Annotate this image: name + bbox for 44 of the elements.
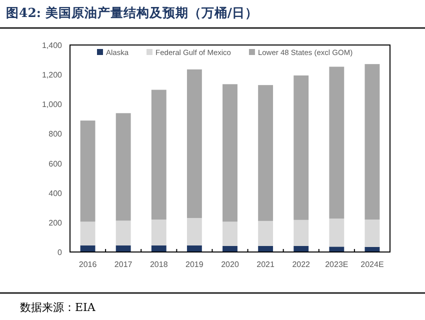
bar	[186, 245, 202, 252]
bar	[364, 64, 380, 220]
y-tick-label: 0	[58, 248, 63, 257]
bar	[222, 222, 238, 246]
x-tick-label: 2019	[186, 260, 204, 269]
bar	[116, 245, 131, 252]
chart-title: 图42: 美国原油产量结构及预期（万桶/日）	[6, 5, 258, 20]
source-note: 数据来源：EIA	[20, 301, 96, 314]
bar	[151, 245, 166, 252]
bar	[80, 120, 96, 222]
y-tick-label: 800	[48, 130, 63, 139]
x-tick-label: 2017	[114, 260, 133, 269]
x-tick-label: 2023E	[325, 260, 348, 269]
x-tick-label: 2021	[256, 260, 276, 269]
y-tick-label: 600	[48, 159, 63, 168]
y-tick-label: 400	[48, 188, 63, 198]
bar	[222, 246, 238, 252]
bar	[294, 75, 309, 220]
bar	[258, 246, 274, 252]
bar	[329, 246, 344, 252]
bar	[258, 220, 274, 246]
bar	[80, 222, 96, 246]
bar	[186, 218, 202, 246]
bar	[258, 85, 274, 221]
y-tick-label: 1,000	[42, 100, 63, 110]
x-tick-label: 2018	[150, 260, 168, 269]
bar	[116, 113, 131, 221]
bar	[294, 246, 309, 252]
bar	[294, 220, 309, 246]
bar	[329, 66, 344, 219]
bar	[151, 90, 166, 220]
y-tick-label: 1,200	[42, 70, 63, 80]
bar	[116, 220, 131, 246]
y-tick-label: 1,400	[42, 41, 63, 50]
bar	[222, 84, 238, 222]
x-tick-label: 2022	[292, 260, 311, 269]
x-tick-label: 2020	[221, 260, 240, 269]
bar	[151, 220, 166, 246]
bar	[186, 69, 202, 218]
bar	[364, 220, 380, 247]
x-tick-label: 2024E	[360, 260, 384, 269]
bar	[329, 218, 344, 247]
x-tick-label: 2016	[78, 260, 98, 269]
y-tick-label: 200	[48, 218, 63, 228]
